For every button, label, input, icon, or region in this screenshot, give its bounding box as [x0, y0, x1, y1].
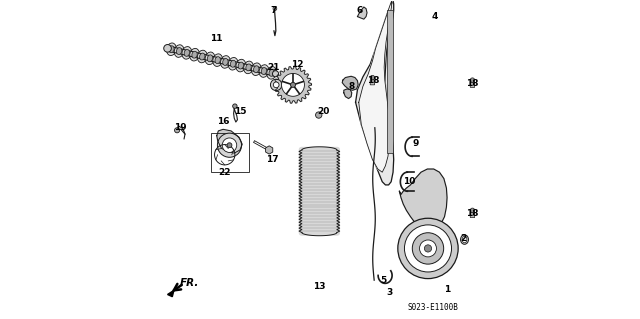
Ellipse shape — [192, 51, 197, 58]
Text: 17: 17 — [266, 155, 278, 164]
Polygon shape — [342, 76, 358, 90]
FancyBboxPatch shape — [470, 82, 475, 87]
Text: 15: 15 — [234, 108, 247, 116]
FancyBboxPatch shape — [370, 80, 374, 85]
Ellipse shape — [184, 49, 189, 56]
Text: 10: 10 — [403, 177, 415, 186]
Bar — [211, 133, 248, 172]
Circle shape — [273, 71, 278, 77]
Polygon shape — [275, 66, 312, 103]
Text: 7: 7 — [271, 6, 277, 15]
Ellipse shape — [169, 46, 174, 53]
Ellipse shape — [205, 52, 215, 64]
Polygon shape — [359, 1, 392, 172]
Text: 12: 12 — [291, 60, 304, 69]
Text: 4: 4 — [431, 12, 438, 21]
Polygon shape — [399, 169, 447, 233]
Ellipse shape — [261, 68, 267, 74]
Text: 9: 9 — [412, 139, 419, 148]
Text: 8: 8 — [349, 82, 355, 91]
Ellipse shape — [228, 57, 238, 70]
Ellipse shape — [236, 59, 246, 72]
Circle shape — [218, 133, 241, 157]
Text: S023-E1100B: S023-E1100B — [407, 303, 458, 312]
Circle shape — [370, 75, 374, 80]
Text: 16: 16 — [217, 117, 229, 126]
Text: 18: 18 — [465, 209, 478, 218]
Ellipse shape — [215, 57, 220, 63]
Ellipse shape — [461, 235, 468, 244]
Text: FR.: FR. — [180, 278, 200, 288]
Circle shape — [164, 45, 172, 52]
Text: 2: 2 — [460, 234, 466, 243]
FancyBboxPatch shape — [299, 147, 340, 236]
Text: 20: 20 — [317, 108, 330, 116]
Polygon shape — [168, 290, 174, 297]
Polygon shape — [217, 129, 242, 153]
FancyBboxPatch shape — [387, 10, 393, 153]
Circle shape — [420, 240, 436, 257]
Circle shape — [175, 128, 180, 133]
Text: 3: 3 — [387, 288, 393, 297]
Circle shape — [398, 218, 458, 278]
Ellipse shape — [252, 63, 261, 76]
Circle shape — [470, 78, 475, 82]
Text: 1: 1 — [444, 285, 450, 294]
Circle shape — [291, 82, 296, 87]
Ellipse shape — [223, 58, 228, 65]
Text: 18: 18 — [367, 76, 380, 85]
Circle shape — [470, 208, 475, 212]
Ellipse shape — [207, 55, 212, 62]
Circle shape — [227, 143, 232, 148]
Circle shape — [233, 104, 237, 108]
Text: 22: 22 — [218, 168, 231, 177]
FancyBboxPatch shape — [470, 212, 475, 218]
Ellipse shape — [182, 47, 192, 59]
Text: 11: 11 — [211, 34, 223, 43]
Ellipse shape — [166, 43, 176, 56]
Circle shape — [273, 82, 279, 88]
Ellipse shape — [269, 70, 275, 76]
Ellipse shape — [189, 48, 200, 61]
Circle shape — [424, 245, 431, 252]
Ellipse shape — [213, 54, 223, 66]
Polygon shape — [356, 1, 394, 185]
Circle shape — [271, 79, 282, 91]
Circle shape — [412, 233, 444, 264]
Circle shape — [316, 112, 322, 118]
Ellipse shape — [462, 236, 467, 243]
Circle shape — [282, 73, 305, 96]
Circle shape — [273, 7, 277, 11]
Ellipse shape — [238, 62, 243, 69]
Ellipse shape — [230, 60, 236, 67]
Ellipse shape — [197, 50, 207, 63]
Ellipse shape — [200, 53, 205, 60]
Ellipse shape — [246, 64, 252, 71]
Ellipse shape — [244, 61, 253, 74]
Ellipse shape — [221, 56, 230, 68]
Ellipse shape — [259, 65, 269, 77]
Ellipse shape — [253, 66, 259, 73]
Ellipse shape — [177, 48, 182, 55]
Ellipse shape — [267, 67, 276, 79]
Text: 6: 6 — [356, 6, 363, 15]
Text: 18: 18 — [465, 79, 478, 88]
Text: 13: 13 — [313, 282, 326, 291]
Circle shape — [222, 138, 237, 152]
Text: 5: 5 — [380, 276, 386, 285]
Text: 19: 19 — [174, 123, 187, 132]
Circle shape — [404, 225, 452, 272]
Text: 21: 21 — [268, 63, 280, 72]
Polygon shape — [358, 7, 367, 19]
Polygon shape — [344, 89, 352, 99]
Ellipse shape — [174, 45, 184, 57]
